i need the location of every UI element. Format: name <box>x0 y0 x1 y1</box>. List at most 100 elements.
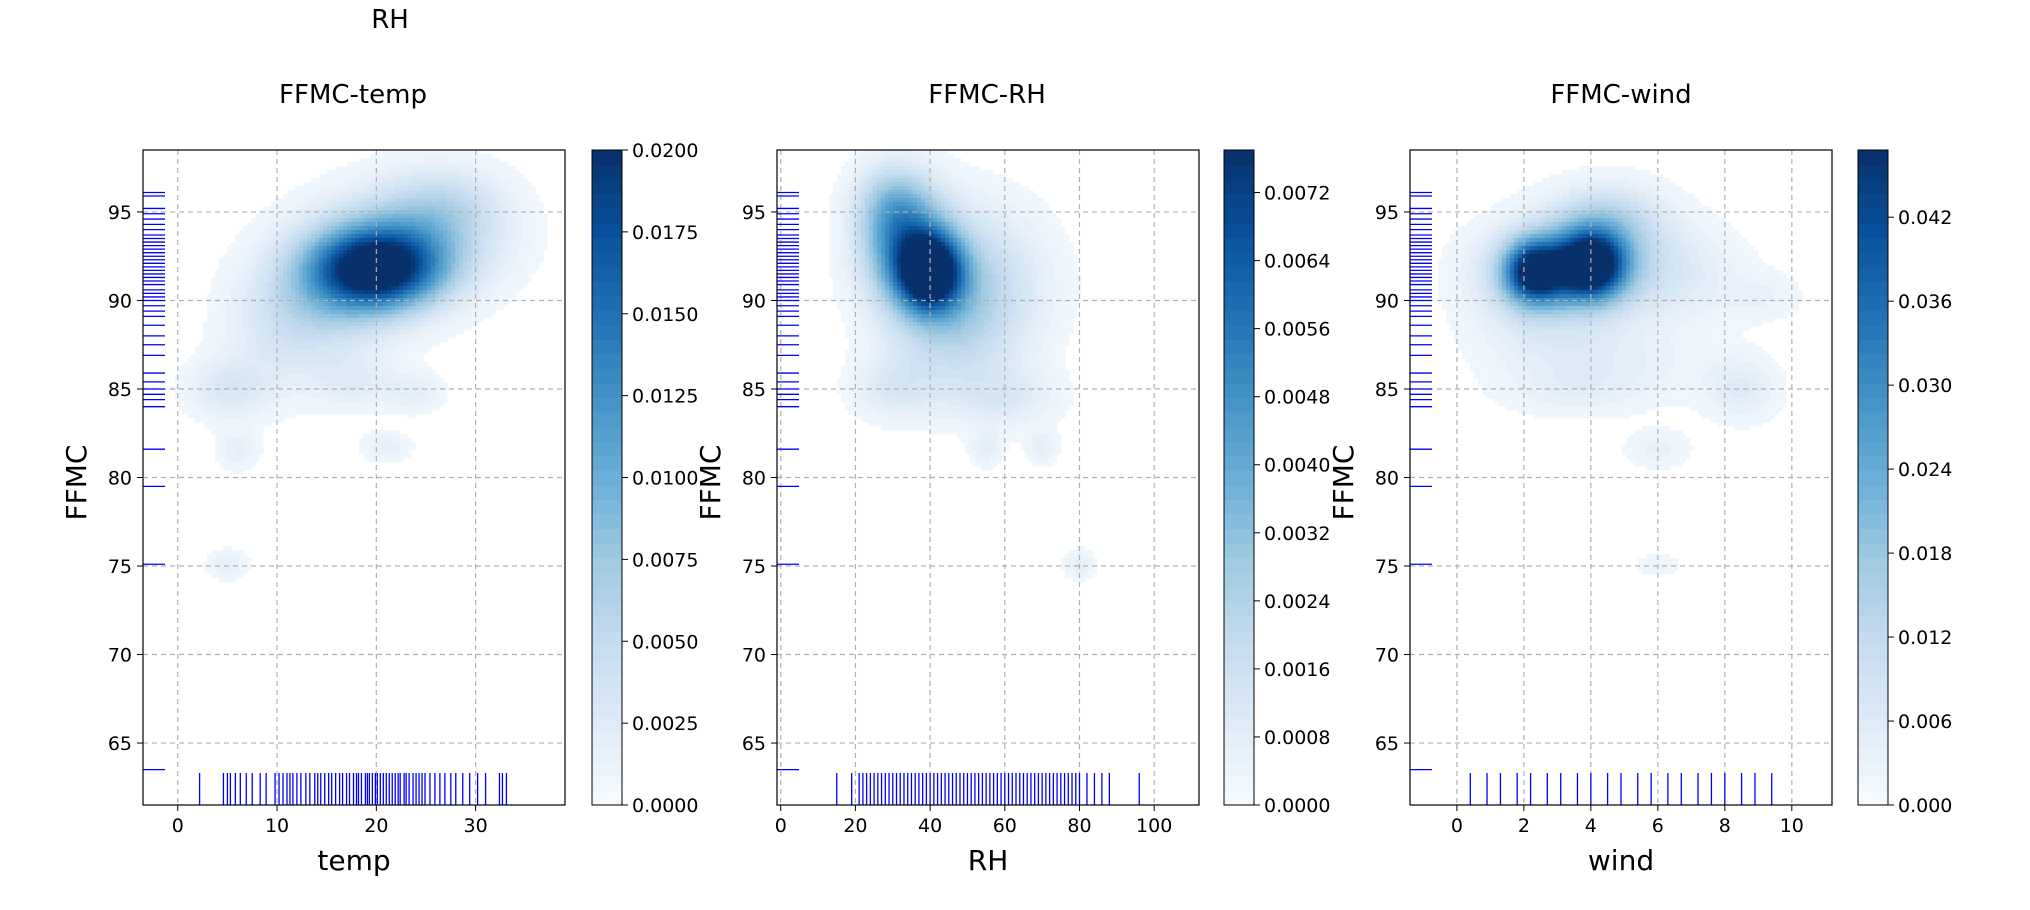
density-cell <box>311 346 316 351</box>
density-cell <box>255 386 260 391</box>
density-cell <box>335 230 340 235</box>
density-cell <box>267 294 272 299</box>
density-cell <box>371 210 376 215</box>
density-cell <box>495 278 500 283</box>
density-cell <box>383 294 388 299</box>
density-cell <box>267 218 272 223</box>
density-cell <box>515 266 520 271</box>
density-cell <box>323 326 328 331</box>
density-cell <box>383 290 388 295</box>
density-cell <box>355 262 360 267</box>
density-cell <box>395 302 400 307</box>
density-cell <box>323 270 328 275</box>
density-cell <box>427 326 432 331</box>
density-cell <box>459 306 464 311</box>
density-cell <box>223 350 228 355</box>
density-cell <box>287 326 292 331</box>
density-cell <box>363 274 368 279</box>
density-cell <box>239 254 244 259</box>
colorbar-band <box>592 557 622 573</box>
density-cell <box>431 374 436 379</box>
density-cell <box>395 242 400 247</box>
density-cell <box>231 466 236 471</box>
density-cell <box>227 370 232 375</box>
density-cell <box>247 274 252 279</box>
density-cell <box>307 226 312 231</box>
density-cell <box>319 354 324 359</box>
colorbar-band <box>592 644 622 661</box>
density-cell <box>395 458 400 463</box>
density-cell <box>519 222 524 227</box>
density-cell <box>287 374 292 379</box>
density-cell <box>271 406 276 411</box>
density-cell <box>351 194 356 199</box>
density-cell <box>343 390 348 395</box>
density-cell <box>379 234 384 239</box>
density-cell <box>411 310 416 315</box>
density-cell <box>243 226 248 231</box>
density-cell <box>479 266 484 271</box>
density-cell <box>335 290 340 295</box>
density-cell <box>267 278 272 283</box>
density-cell <box>339 218 344 223</box>
density-cell <box>243 422 248 427</box>
density-cell <box>535 214 540 219</box>
density-cell <box>215 442 220 447</box>
density-cell <box>335 202 340 207</box>
density-cell <box>211 294 216 299</box>
density-cell <box>227 394 232 399</box>
density-cell <box>323 194 328 199</box>
density-cell <box>495 218 500 223</box>
density-cell <box>251 346 256 351</box>
density-cell <box>311 290 316 295</box>
density-cell <box>423 278 428 283</box>
density-cell <box>447 290 452 295</box>
density-cell <box>207 414 212 419</box>
density-cell <box>323 374 328 379</box>
density-cell <box>231 554 236 559</box>
density-cell <box>861 150 866 155</box>
density-cell <box>383 254 388 259</box>
density-cell <box>443 318 448 323</box>
density-cell <box>299 310 304 315</box>
density-cell <box>471 182 476 187</box>
density-cell <box>539 206 544 211</box>
density-cell <box>359 338 364 343</box>
density-cell <box>411 306 416 311</box>
density-cell <box>227 266 232 271</box>
density-cell <box>255 322 260 327</box>
density-cell <box>299 394 304 399</box>
density-cell <box>299 290 304 295</box>
density-cell <box>207 318 212 323</box>
density-cell <box>375 182 380 187</box>
density-cell <box>503 242 508 247</box>
colorbar-band <box>592 674 622 690</box>
density-cell <box>331 262 336 267</box>
density-cell <box>375 238 380 243</box>
density-cell <box>431 314 436 319</box>
density-cell <box>311 246 316 251</box>
density-cell <box>471 222 476 227</box>
density-cell <box>267 206 272 211</box>
density-cell <box>263 302 268 307</box>
density-cell <box>199 362 204 367</box>
density-cell <box>367 446 372 451</box>
density-cell <box>283 394 288 399</box>
density-cell <box>411 254 416 259</box>
density-cell <box>387 334 392 339</box>
density-cell <box>523 186 528 191</box>
density-cell <box>259 338 264 343</box>
density-cell <box>507 230 512 235</box>
density-cell <box>207 322 212 327</box>
density-cell <box>239 458 244 463</box>
density-cell <box>303 238 308 243</box>
density-cell <box>223 278 228 283</box>
density-cell <box>227 558 232 563</box>
density-cell <box>327 246 332 251</box>
density-cell <box>319 226 324 231</box>
density-cell <box>231 418 236 423</box>
density-cell <box>323 266 328 271</box>
density-cell <box>207 306 212 311</box>
density-cell <box>459 226 464 231</box>
density-cell <box>299 254 304 259</box>
